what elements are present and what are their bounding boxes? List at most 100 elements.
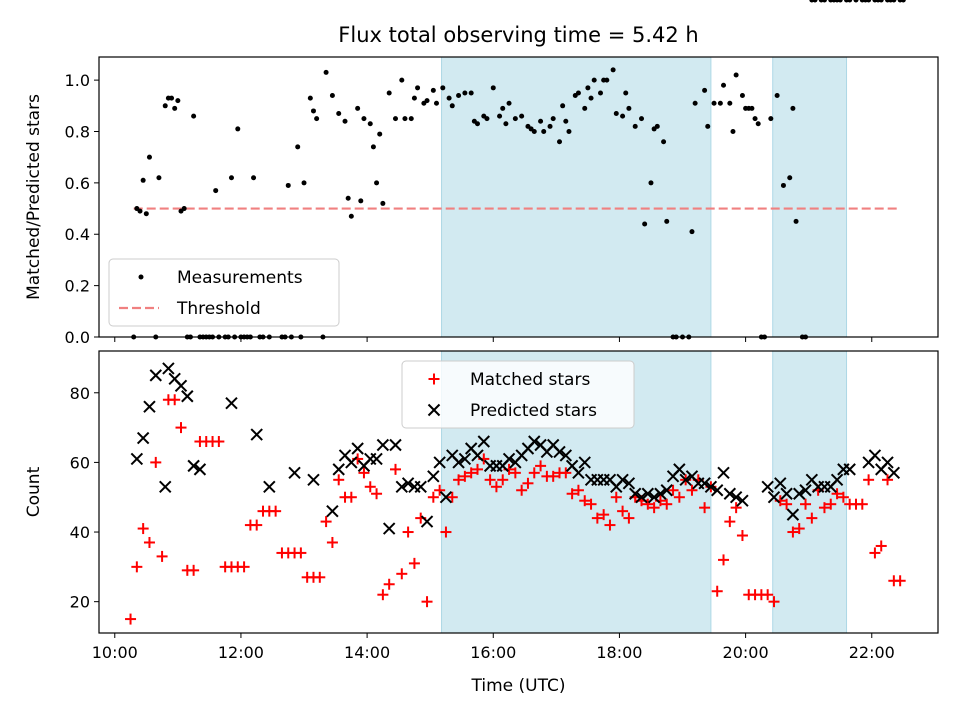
measurement-point bbox=[370, 144, 376, 150]
measurement-point bbox=[506, 100, 512, 106]
predicted-point bbox=[578, 456, 591, 469]
predicted-point bbox=[136, 431, 150, 445]
measurement-point bbox=[361, 116, 367, 122]
matched-point bbox=[837, 491, 849, 503]
measurement-point bbox=[497, 113, 503, 119]
y-tick-label: 0.6 bbox=[65, 174, 90, 193]
predicted-point bbox=[174, 379, 188, 393]
measurement-point bbox=[367, 121, 373, 127]
measurement-point bbox=[386, 90, 392, 96]
measurement-point bbox=[702, 87, 708, 93]
predicted-point bbox=[427, 470, 440, 483]
legend: Measurements Threshold bbox=[108, 258, 340, 327]
measurement-point bbox=[787, 175, 793, 181]
predicted-point bbox=[389, 438, 402, 452]
predicted-point bbox=[704, 480, 718, 493]
matched-point bbox=[528, 467, 540, 479]
matched-point bbox=[875, 540, 887, 552]
measurement-point bbox=[140, 177, 146, 183]
measurement-point bbox=[433, 100, 439, 106]
legend-dot-marker bbox=[138, 274, 144, 280]
matched-point bbox=[408, 557, 420, 569]
predicted-point bbox=[780, 487, 793, 500]
measurement-point bbox=[301, 180, 307, 186]
matched-point bbox=[471, 463, 483, 475]
matched-point bbox=[434, 484, 446, 496]
predicted-point bbox=[711, 484, 724, 497]
matched-point bbox=[389, 463, 401, 475]
predicted-point bbox=[420, 515, 434, 528]
matched-point bbox=[364, 481, 376, 493]
predicted-point bbox=[149, 369, 162, 382]
matched-point bbox=[831, 488, 843, 500]
axes-frame bbox=[98, 56, 939, 338]
measurement-point bbox=[377, 131, 383, 137]
shaded-interval-1 bbox=[772, 56, 848, 338]
count-panel: 20 40 60 80 10:00 12:00 14:00 16:00 18:00 20:00 22… bbox=[24, 350, 939, 662]
predicted-point bbox=[774, 477, 787, 490]
measurement-point bbox=[721, 82, 727, 88]
legend: Matched stars Predicted stars bbox=[401, 360, 635, 429]
measurement-point bbox=[408, 116, 414, 122]
matched-point bbox=[793, 523, 805, 535]
predicted-point bbox=[401, 477, 415, 490]
predicted-point bbox=[326, 504, 339, 518]
matched-point bbox=[427, 491, 439, 503]
predicted-point bbox=[761, 480, 774, 493]
predicted-point bbox=[723, 487, 737, 500]
measurement-point bbox=[613, 111, 619, 117]
matched-point bbox=[453, 474, 465, 486]
measurement-point bbox=[730, 128, 736, 134]
matched-point bbox=[648, 502, 660, 514]
measurement-point bbox=[430, 87, 436, 93]
legend-box bbox=[108, 258, 340, 327]
matched-point bbox=[610, 491, 622, 503]
predicted-point bbox=[250, 428, 263, 441]
matched-point bbox=[617, 505, 629, 517]
measurement-point bbox=[456, 93, 462, 99]
predicted-point bbox=[159, 480, 172, 493]
measurement-point bbox=[588, 95, 594, 101]
matched-point bbox=[806, 512, 818, 524]
matched-point bbox=[446, 491, 458, 503]
measurement-point bbox=[623, 90, 629, 96]
ratio-panel: 0.0 0.2 0.4 0.6 0.8 1.0 Matched/Predicted star… bbox=[24, 0, 939, 347]
measurement-point bbox=[664, 218, 670, 224]
measurement-point bbox=[519, 113, 525, 119]
predicted-point bbox=[679, 473, 692, 487]
matched-point bbox=[882, 474, 894, 486]
measurement-point bbox=[755, 121, 761, 127]
measurement-point bbox=[162, 103, 168, 109]
measurement-point bbox=[541, 128, 547, 134]
matched-point bbox=[762, 589, 774, 601]
measurement-point bbox=[780, 182, 786, 188]
predicted-point bbox=[572, 466, 585, 480]
predicted-point bbox=[868, 449, 882, 462]
measurement-point bbox=[768, 116, 774, 122]
predicted-point bbox=[143, 400, 156, 413]
matched-point bbox=[591, 512, 603, 524]
predicted-point bbox=[559, 449, 573, 462]
measurement-point bbox=[503, 121, 509, 127]
matched-point bbox=[333, 474, 345, 486]
matched-point bbox=[863, 474, 875, 486]
predicted-point bbox=[887, 466, 901, 480]
measurement-point bbox=[468, 90, 474, 96]
predicted-point bbox=[641, 487, 655, 500]
measurement-point bbox=[449, 103, 455, 109]
matched-point bbox=[869, 547, 881, 559]
legend-x-marker bbox=[427, 403, 441, 417]
measurement-point bbox=[654, 123, 660, 129]
predicted-point bbox=[370, 452, 383, 466]
measurement-point bbox=[251, 175, 257, 181]
predicted-point bbox=[793, 487, 806, 500]
measurement-point bbox=[474, 121, 480, 127]
matched-point bbox=[137, 523, 149, 535]
measurement-point bbox=[591, 77, 597, 83]
matched-point bbox=[560, 467, 572, 479]
y-tick-label: 0.0 bbox=[65, 328, 90, 347]
predicted-point bbox=[345, 456, 358, 469]
predicted-point bbox=[414, 480, 427, 493]
predicted-point bbox=[830, 473, 844, 487]
legend-plus-marker bbox=[428, 373, 440, 385]
